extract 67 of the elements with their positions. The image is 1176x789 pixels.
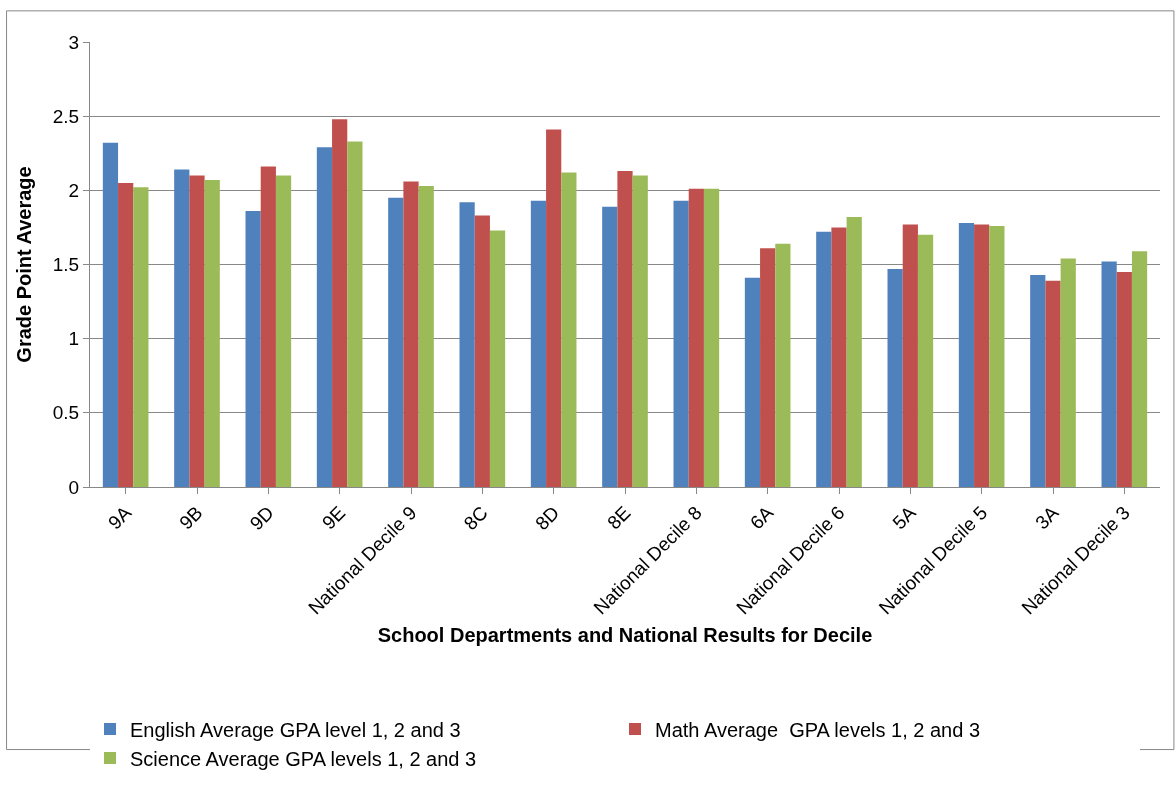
bar [744,277,761,487]
bar [332,119,348,487]
y-tick-label: 1 [68,328,80,350]
bar [189,175,205,487]
x-tick-label: 8E [603,502,635,534]
bar [102,142,119,487]
y-axis-title: Grade Point Average [13,166,36,363]
bar [1116,271,1132,487]
bar [474,215,490,487]
x-tick-label: 3A [1031,501,1063,534]
bar [316,147,333,487]
bar [174,169,190,487]
bar [816,231,832,487]
legend-label: English Average GPA level 1, 2 and 3 [130,718,461,741]
bar [546,129,562,487]
bar [1045,280,1061,487]
bar [974,224,990,487]
bar [958,222,975,487]
bar [846,217,862,487]
bar [489,230,506,487]
y-tick-label: 0 [68,476,80,498]
x-tick-label: 8D [531,502,564,535]
x-tick-label: 8C [459,502,492,535]
bar [917,234,934,487]
bar [632,175,648,487]
x-tick-label: 9E [317,502,350,534]
bar [887,268,903,487]
bar [688,188,704,487]
bar [245,211,261,487]
bar [459,202,475,487]
x-tick-label: 6A [745,501,778,534]
x-tick-label: 9D [245,502,278,535]
bar [902,224,918,487]
bar [1101,261,1117,487]
bar [561,172,577,487]
x-tick-label: 5A [888,501,921,534]
bar [989,225,1005,487]
legend-label: Science Average GPA levels 1, 2 and 3 [130,747,477,770]
bar [831,227,847,487]
bar [1030,274,1046,487]
bar [118,182,134,487]
bar [602,206,618,487]
bar [673,200,689,487]
bar [775,243,791,487]
y-tick-label: 2 [68,179,80,201]
bar [418,185,434,487]
bar [1060,258,1076,487]
y-tick-label: 2.5 [52,105,80,127]
bar [260,166,276,487]
y-tick-label: 1.5 [52,254,80,276]
bar [760,248,776,487]
bar [388,197,404,487]
legend-label: Math Average GPA levels 1, 2 and 3 [655,718,981,741]
x-axis-title: School Departments and National Results for Decile [377,623,873,646]
bar [703,188,720,487]
y-tick-label: 0.5 [52,402,80,424]
bar [347,141,363,487]
bar [133,187,149,487]
bar [617,171,633,487]
bar [204,179,220,487]
bar [1131,251,1148,487]
bar [275,175,292,487]
x-tick-label: 9B [175,502,207,534]
x-tick-label: 9A [103,501,136,534]
bar [403,181,419,487]
bar [530,200,547,487]
y-tick-label: 3 [68,31,80,53]
